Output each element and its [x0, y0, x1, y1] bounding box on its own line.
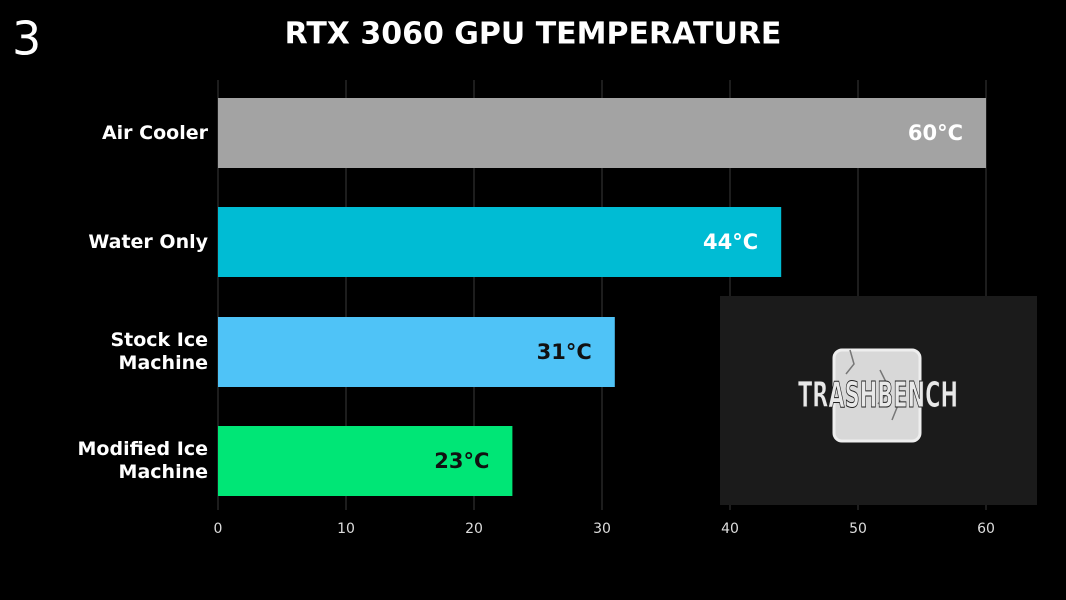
value-label: 23°C	[434, 449, 489, 473]
logo-text: TRASHBENCH	[798, 375, 958, 416]
chart-title: RTX 3060 GPU TEMPERATURE	[285, 17, 782, 52]
bar	[218, 426, 513, 496]
x-tick-label: 60	[977, 521, 995, 537]
value-label: 31°C	[537, 340, 592, 364]
bar	[218, 317, 615, 387]
x-tick-label: 0	[214, 521, 223, 537]
logo-icon	[832, 348, 922, 443]
plot: 0 10 20 30 40 50 60 60°C 44°C 31°C 23°C	[214, 80, 995, 537]
badge: 3	[12, 12, 41, 66]
bar	[218, 207, 782, 277]
x-tick-label: 10	[337, 521, 355, 537]
x-tick-label: 20	[465, 521, 483, 537]
logo-cracks	[845, 349, 901, 421]
category-label: Modified Ice Machine	[77, 438, 208, 483]
x-tick-label: 50	[849, 521, 867, 537]
category-label: Stock Ice Machine	[110, 329, 208, 374]
logo: TRASHBENCH	[720, 296, 1037, 505]
category-label: Air Cooler	[101, 121, 208, 144]
x-tick-label: 40	[721, 521, 739, 537]
value-label: 44°C	[703, 230, 758, 254]
x-tick-label: 30	[593, 521, 611, 537]
category-label: Water Only	[88, 230, 208, 253]
value-label: 60°C	[908, 121, 963, 145]
bar	[218, 98, 986, 168]
